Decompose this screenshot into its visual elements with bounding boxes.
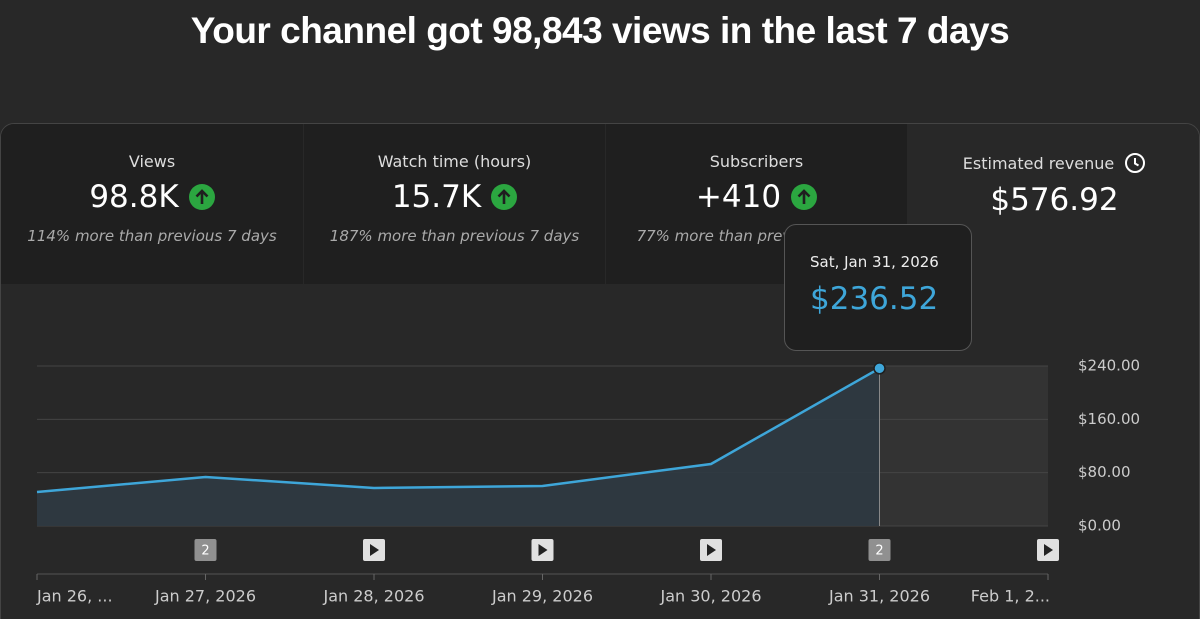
play-icon	[707, 544, 716, 556]
card-value-row: +410	[606, 179, 907, 215]
up-icon	[791, 184, 818, 210]
tooltip-date: Sat, Jan 31, 2026	[810, 253, 939, 271]
line	[36, 367, 881, 494]
x-tick-label: Jan 27, 2026	[154, 587, 256, 606]
metric-card[interactable]: Watch time (hours) 15.7K 187% more than …	[304, 124, 605, 284]
card-note: 114% more than previous 7 days	[27, 227, 277, 245]
event-count: 2	[201, 544, 209, 559]
metric-card[interactable]: Views 98.8K 114% more than previous 7 da…	[1, 124, 303, 284]
card-label: Subscribers	[709, 152, 804, 171]
hover-point	[873, 362, 886, 375]
metrics-panel: Views 98.8K 114% more than previous 7 da…	[0, 123, 1200, 619]
x-tick-label: Feb 1, 2...	[971, 587, 1050, 606]
page-title: Your channel got 98,843 views in the las…	[190, 10, 1010, 51]
card-value: 98.8K	[89, 179, 179, 215]
x-tick-label: Jan 29, 2026	[491, 587, 593, 606]
x-tick-label: Jan 28, 2026	[323, 587, 425, 606]
card-value: $576.92	[990, 182, 1119, 218]
clock-icon	[1125, 153, 1146, 173]
card-label: Estimated revenue	[962, 153, 1115, 173]
y-tick-label: $240.00	[1078, 357, 1140, 375]
x-tick-label: Jan 26, ...	[36, 587, 113, 606]
x-tick-label: Jan 30, 2026	[660, 587, 762, 606]
event-badge	[868, 539, 891, 561]
play-icon	[1044, 544, 1053, 556]
card-value: 15.7K	[391, 179, 482, 215]
card-value: +410	[695, 179, 782, 215]
event-count: 2	[875, 544, 883, 559]
y-tick-label: $160.00	[1078, 410, 1140, 428]
x-tick-label: Jan 31, 2026	[828, 587, 930, 606]
tooltip-value: $236.52	[810, 281, 939, 317]
card-label-row: Estimated revenue	[908, 152, 1199, 174]
area	[37, 368, 880, 526]
y-tick-label: $0.00	[1078, 517, 1121, 535]
y-tick-label: $80.00	[1078, 463, 1131, 481]
future-shade	[879, 366, 1048, 526]
card-label: Views	[128, 152, 176, 171]
play-icon	[370, 544, 379, 556]
card-note: 187% more than previous 7 days	[329, 227, 580, 245]
tooltip: Sat, Jan 31, 2026 $236.52	[784, 224, 972, 351]
up-icon	[491, 184, 518, 210]
event-badge	[194, 539, 217, 561]
card-value-row: 98.8K	[1, 179, 303, 215]
up-icon	[188, 184, 215, 210]
card-label: Watch time (hours)	[377, 152, 532, 171]
play-icon	[538, 544, 548, 556]
card-value-row: 15.7K	[304, 179, 605, 215]
